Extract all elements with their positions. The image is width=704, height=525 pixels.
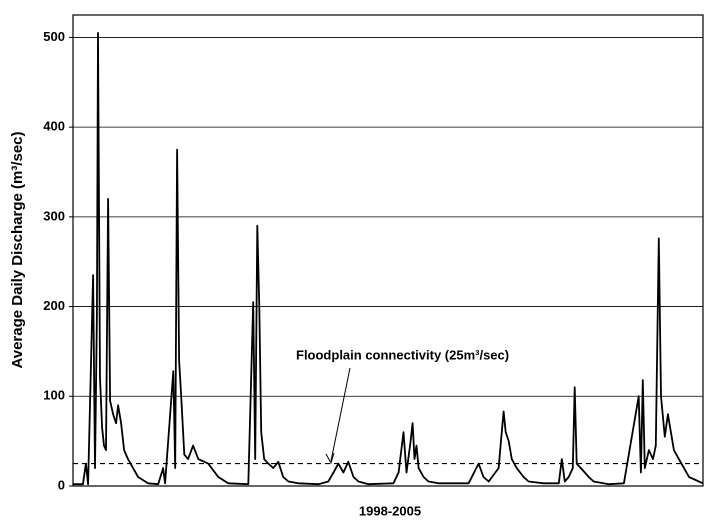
y-tick-label: 500: [43, 29, 65, 44]
arrow-head: [325, 452, 335, 465]
discharge-line: [73, 32, 704, 486]
y-tick-label: 200: [43, 298, 65, 313]
plot-frame: [72, 14, 704, 487]
y-tick-label: 0: [58, 477, 65, 492]
annotation: Floodplain connectivity (25m³/sec): [296, 347, 509, 362]
x-axis-label: 1998-2005: [359, 503, 421, 518]
annotation-arrow: [330, 367, 351, 462]
y-tick-label: 300: [43, 208, 65, 223]
y-tick-label: 400: [43, 119, 65, 134]
y-tick-label: 100: [43, 388, 65, 403]
y-axis-label: Average Daily Discharge (m³/sec): [9, 131, 26, 368]
